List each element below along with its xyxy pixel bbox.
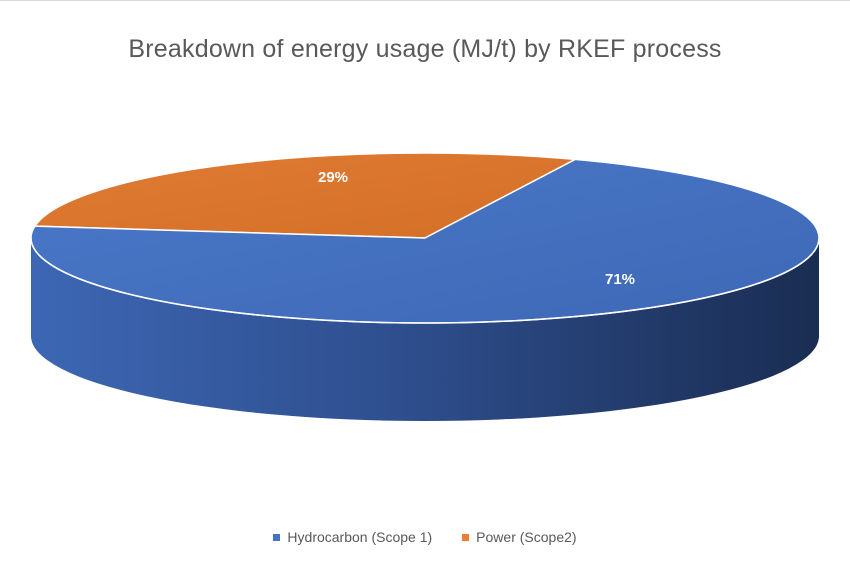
legend-label-power: Power (Scope2)	[476, 529, 577, 545]
legend-swatch-hydrocarbon	[273, 533, 281, 541]
side-wall-hydrocarbon	[31, 238, 819, 421]
data-label-power: 29%	[318, 169, 348, 186]
pie-side	[31, 238, 819, 421]
slice-power	[34, 152, 576, 239]
chart-title: Breakdown of energy usage (MJ/t) by RKEF…	[128, 35, 722, 63]
legend-swatch-power	[462, 533, 470, 541]
data-label-hydrocarbon: 71%	[605, 271, 635, 288]
legend-item-power: Power (Scope2)	[462, 529, 577, 545]
legend-label-hydrocarbon: Hydrocarbon (Scope 1)	[287, 529, 433, 545]
pie-rim	[30, 237, 820, 324]
legend-item-hydrocarbon: Hydrocarbon (Scope 1)	[273, 529, 432, 545]
pie-labels: 29% 71%	[318, 169, 635, 288]
pie-top	[30, 152, 820, 324]
legend: Hydrocarbon (Scope 1) Power (Scope2)	[0, 529, 850, 545]
